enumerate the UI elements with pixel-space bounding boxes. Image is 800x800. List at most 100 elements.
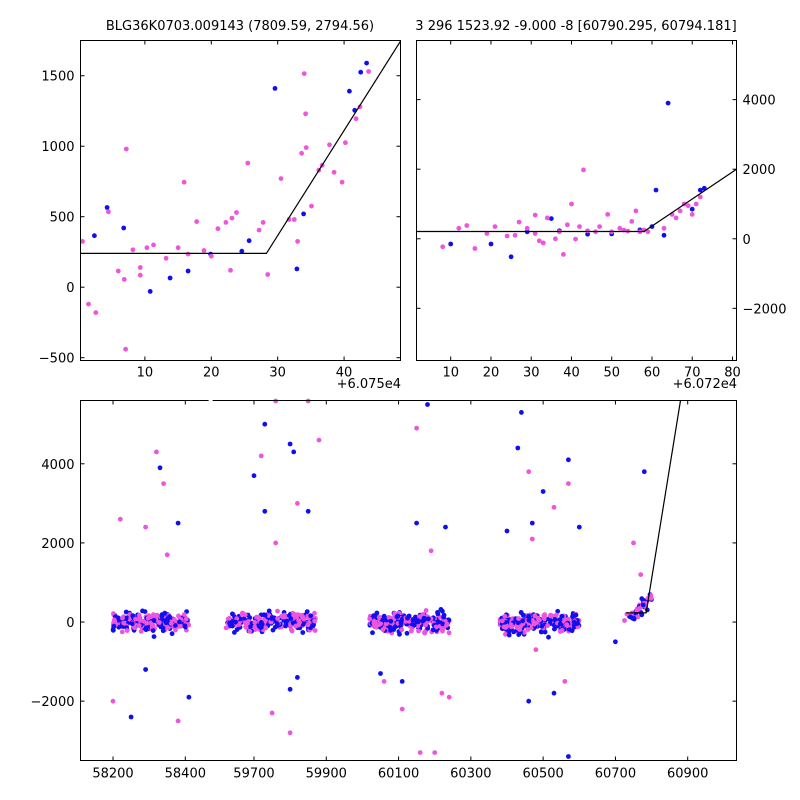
a-point-s1-29 bbox=[278, 176, 284, 182]
c-point-503 bbox=[236, 622, 242, 627]
c-outlier-blue-2 bbox=[128, 714, 134, 720]
c-outlier-blue-0 bbox=[157, 465, 163, 471]
c-point-979 bbox=[566, 616, 571, 622]
a-point-s1-32 bbox=[295, 239, 300, 244]
chart-top-left-title: BLG36K0703.009143 (7809.59, 2794.56) bbox=[106, 19, 374, 34]
a-point-s1-34 bbox=[301, 71, 307, 76]
b-point-s0-11 bbox=[661, 232, 667, 238]
c-outlier-pink-25 bbox=[562, 679, 568, 684]
c-point-745 bbox=[373, 624, 379, 630]
a-point-s0-12 bbox=[347, 88, 352, 94]
c-point-980 bbox=[538, 629, 544, 635]
a-point-s1-20 bbox=[215, 226, 221, 232]
b-point-s1-0 bbox=[440, 244, 446, 250]
c-point-762 bbox=[370, 630, 375, 636]
b-point-s0-14 bbox=[697, 187, 703, 193]
c-outlier-blue-29 bbox=[576, 524, 582, 530]
c-outlier-pink-13 bbox=[269, 710, 275, 716]
c-point-1006 bbox=[569, 628, 575, 634]
c-point-778 bbox=[415, 618, 421, 624]
c-model-line bbox=[626, 400, 682, 614]
c-xtick-label-8: 60900 bbox=[667, 767, 708, 782]
c-point-1030 bbox=[552, 617, 558, 622]
b-point-s0-10 bbox=[653, 187, 659, 193]
c-outlier-pink-6 bbox=[110, 698, 116, 704]
chart-top-left-model bbox=[80, 40, 402, 254]
b-point-s1-31 bbox=[629, 219, 635, 224]
c-point-461 bbox=[245, 621, 251, 626]
c-point-297 bbox=[312, 628, 318, 633]
a-point-s1-6 bbox=[123, 146, 129, 152]
c-outlier-pink-12 bbox=[295, 501, 300, 506]
c-point-1035 bbox=[502, 613, 508, 619]
c-point-999 bbox=[501, 624, 507, 630]
chart-top-left-y-ticks: −500 0 500 1000 1500 bbox=[39, 70, 401, 367]
c-point-231 bbox=[144, 620, 150, 626]
b-point-s1-7 bbox=[512, 232, 518, 238]
c-outlier-blue-13 bbox=[425, 402, 430, 407]
c-point-686 bbox=[425, 625, 431, 631]
a-point-s1-44 bbox=[353, 116, 359, 122]
chart-top-right: 3 296 1523.92 -9.000 -8 [60790.295, 6079… bbox=[415, 19, 786, 392]
c-point-1028 bbox=[516, 632, 522, 637]
chart-bottom: 58200 58400 59700 59900 60100 60300 60500 60700… bbox=[31, 398, 737, 782]
c-point-696 bbox=[374, 610, 380, 616]
c-point-229 bbox=[145, 615, 151, 621]
c-outlier-pink-11 bbox=[273, 540, 279, 546]
a-point-s0-10 bbox=[294, 266, 300, 272]
c-point-519 bbox=[243, 624, 249, 630]
c-outlier-blue-15 bbox=[399, 679, 405, 684]
c-outlier-pink-16 bbox=[417, 750, 423, 755]
c-point-966 bbox=[552, 626, 557, 632]
c-outlier-pink-0 bbox=[154, 449, 159, 455]
a-point-s1-5 bbox=[121, 277, 127, 282]
c-point-432 bbox=[308, 613, 314, 619]
a-point-s1-40 bbox=[327, 142, 332, 148]
c-point-1034 bbox=[539, 623, 545, 629]
c-point-485 bbox=[252, 620, 258, 625]
b-xtick-label-7: 80 bbox=[724, 366, 741, 381]
c-point-779 bbox=[444, 621, 450, 627]
c-point-767 bbox=[376, 614, 382, 620]
a-point-s1-33 bbox=[299, 150, 304, 156]
a-point-s0-8 bbox=[246, 238, 252, 244]
b-xtick-label-0: 10 bbox=[442, 366, 459, 381]
c-point-257 bbox=[168, 621, 174, 626]
c-point-936 bbox=[546, 634, 551, 640]
c-point-483 bbox=[240, 610, 245, 616]
c-point-459 bbox=[282, 612, 287, 618]
c-outlier-pink-22 bbox=[526, 469, 532, 475]
c-point-518 bbox=[288, 616, 294, 622]
c-outlier-blue-1 bbox=[143, 667, 149, 672]
c-point-128 bbox=[142, 609, 148, 614]
c-outlier-pink-18 bbox=[439, 690, 445, 696]
b-ytick-label-3: 4000 bbox=[743, 94, 776, 109]
c-point-210 bbox=[111, 627, 116, 633]
c-point-454 bbox=[232, 630, 237, 635]
c-point-512 bbox=[230, 619, 236, 625]
c-outlier-blue-9 bbox=[291, 449, 297, 455]
c-xtick-label-1: 58400 bbox=[165, 767, 206, 782]
b-point-s1-8 bbox=[516, 219, 522, 225]
b-ytick-label-0: −2000 bbox=[743, 302, 787, 317]
c-point-728 bbox=[387, 624, 393, 630]
b-point-s1-9 bbox=[524, 225, 530, 231]
c-point-772 bbox=[395, 613, 401, 619]
c-point-501 bbox=[255, 615, 261, 620]
b-xtick-label-5: 60 bbox=[644, 366, 661, 381]
c-outlier-blue-27 bbox=[443, 524, 448, 530]
c-outlier-blue-11 bbox=[287, 686, 293, 692]
c-outlier-blue-14 bbox=[414, 520, 419, 526]
b-point-s1-41 bbox=[685, 203, 691, 209]
c-point-225 bbox=[121, 620, 127, 626]
c-point-668 bbox=[404, 630, 410, 636]
c-point-750 bbox=[435, 611, 441, 617]
b-point-s1-11 bbox=[532, 231, 538, 236]
b-point-s1-10 bbox=[532, 212, 538, 218]
a-point-s0-2 bbox=[121, 225, 127, 231]
c-outlier-blue-25 bbox=[641, 469, 647, 475]
c-point-990 bbox=[557, 617, 563, 623]
a-xtick-label-1: 20 bbox=[203, 366, 220, 381]
chart-top-right-y-ticks: −2000 0 2000 4000 bbox=[416, 94, 787, 317]
c-outlier-pink-15 bbox=[414, 425, 419, 431]
